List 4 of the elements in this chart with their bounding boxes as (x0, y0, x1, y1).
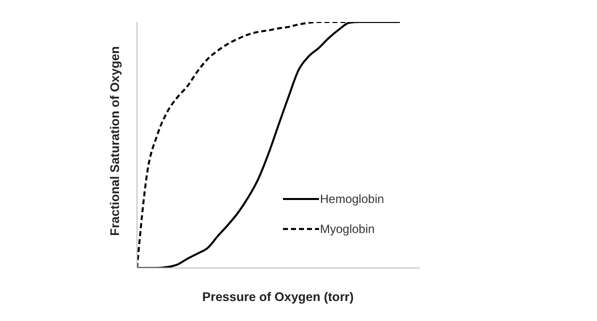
legend-label: Hemoglobin (320, 192, 384, 206)
x-axis-title: Pressure of Oxygen (torr) (202, 290, 354, 304)
y-axis-title: Fractional Saturation of Oxygen (108, 46, 122, 236)
legend-label: Myoglobin (320, 222, 375, 236)
